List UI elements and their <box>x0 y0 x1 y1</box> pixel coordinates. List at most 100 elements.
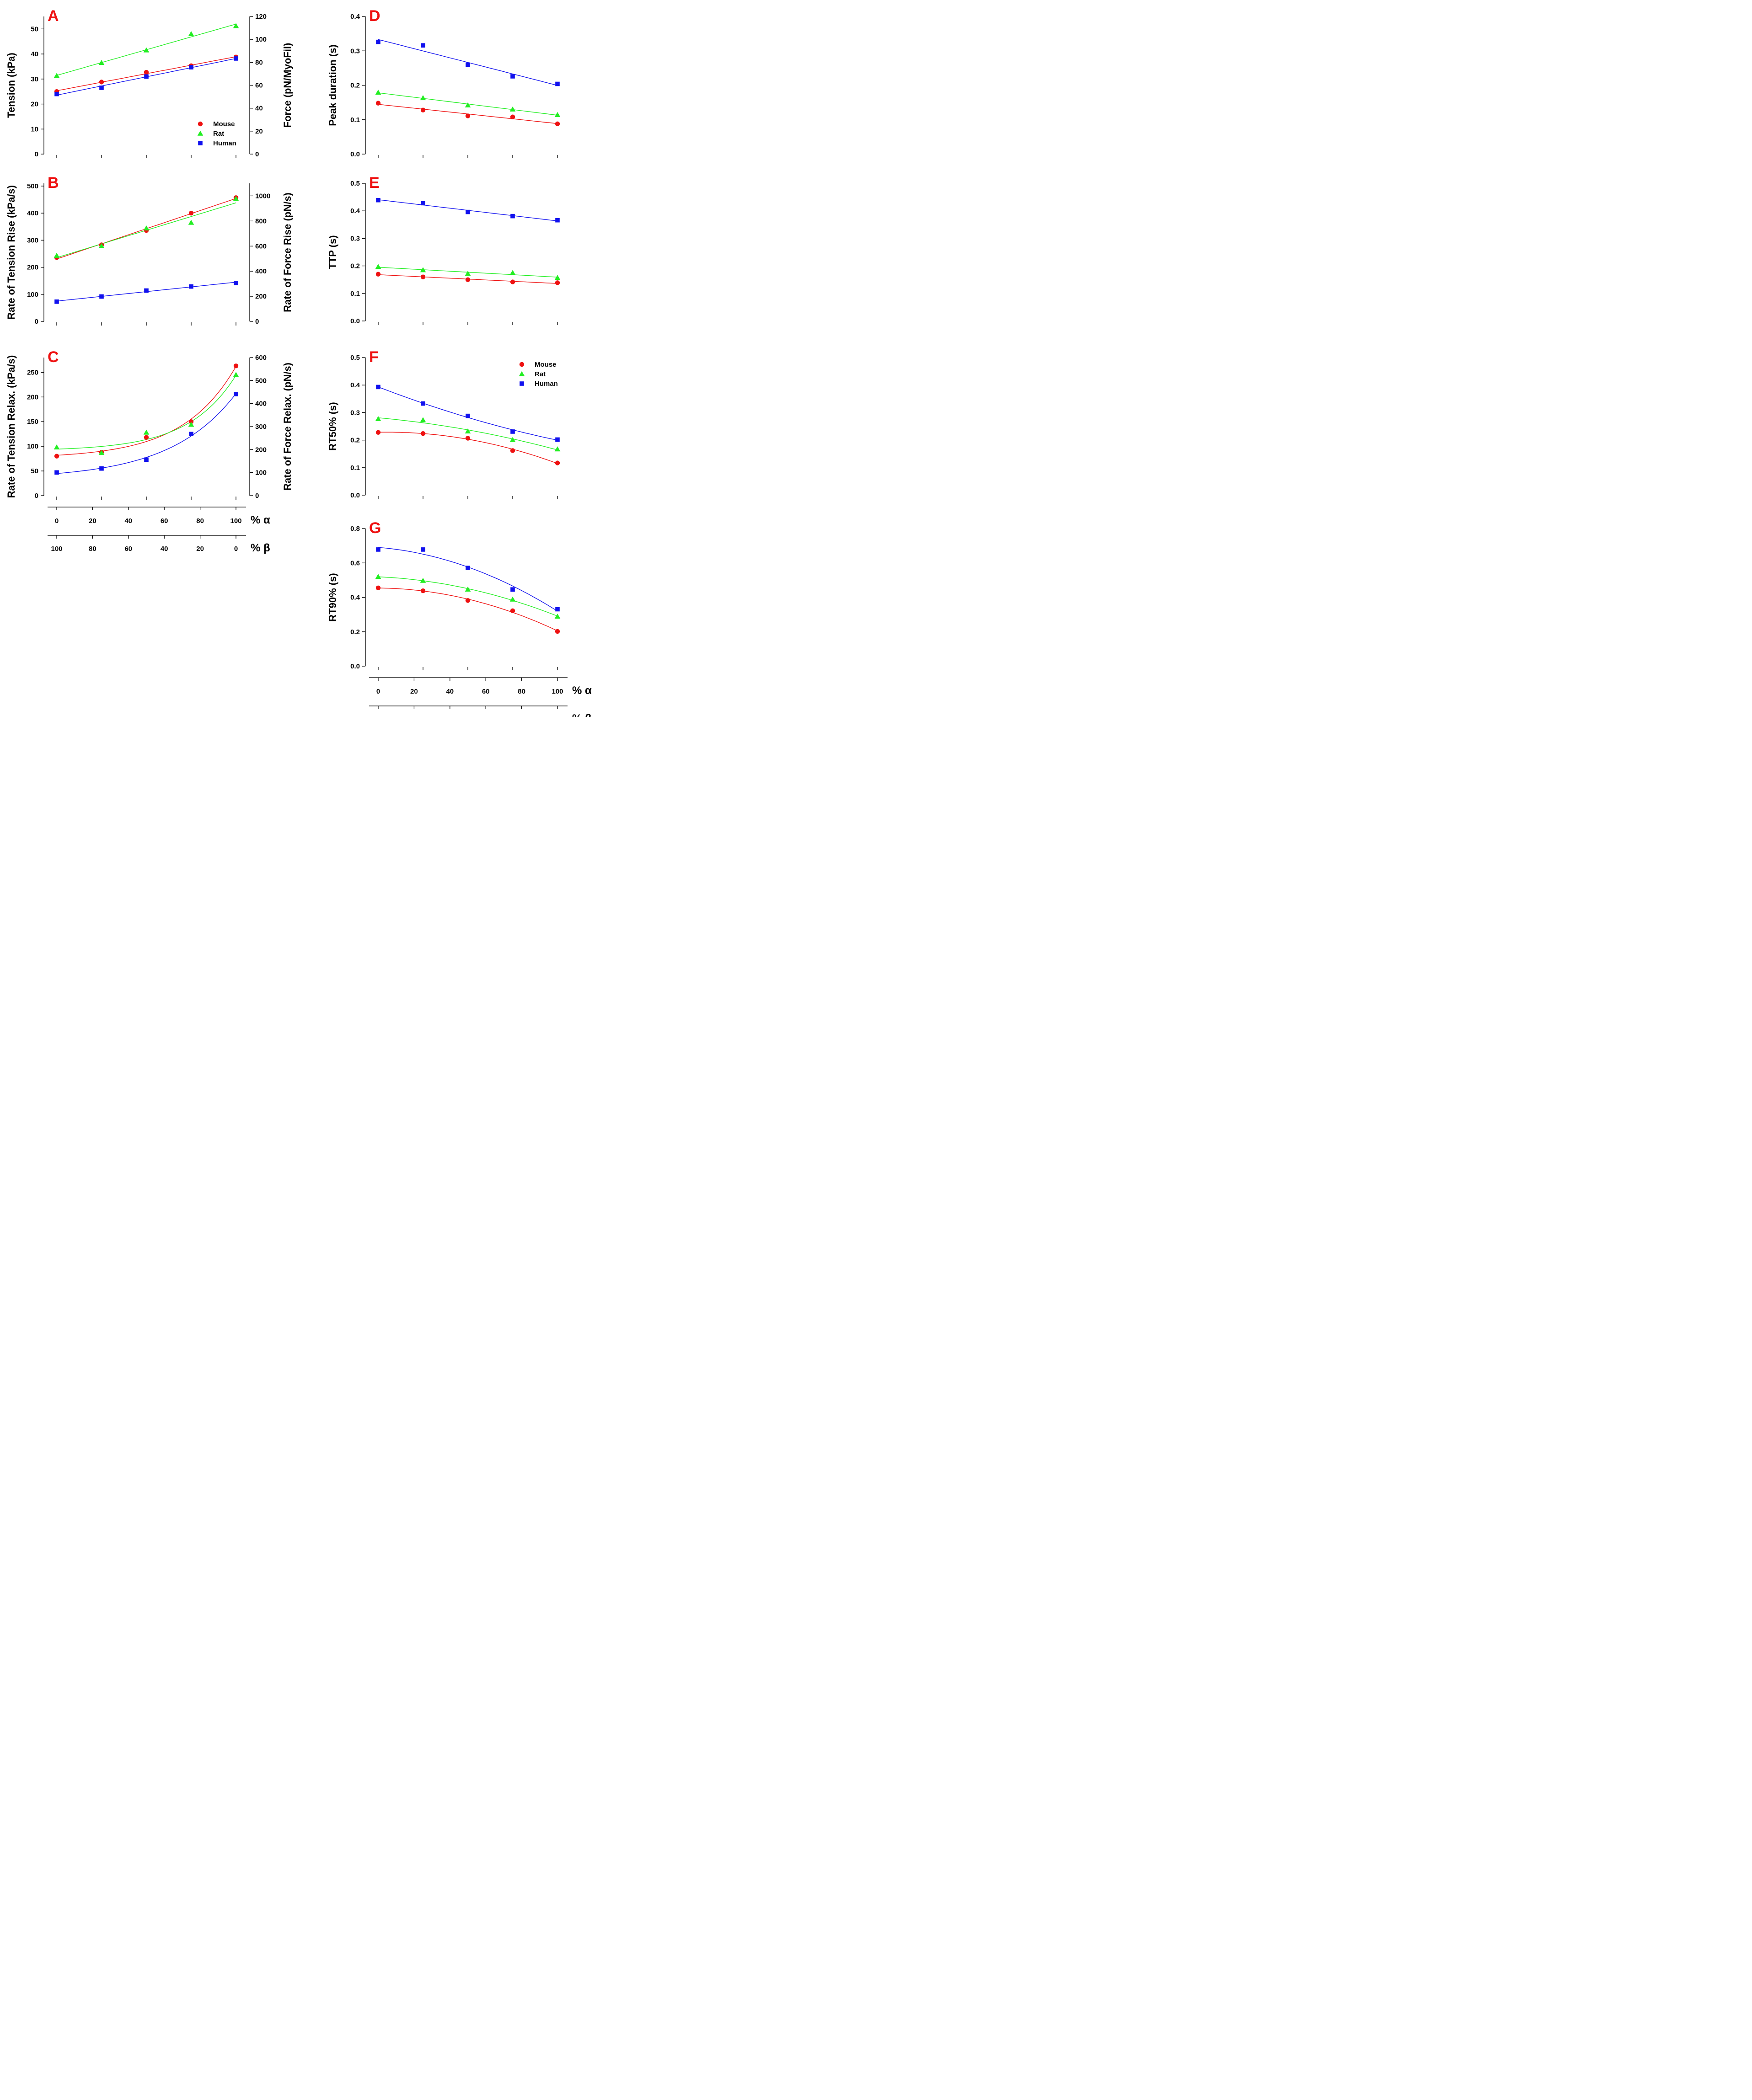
y-tick-label: 0.2 <box>350 82 360 90</box>
y-tick-label: 300 <box>27 236 38 244</box>
panel-label: E <box>369 174 380 192</box>
alpha-tick-label: 80 <box>518 688 525 695</box>
point-human <box>510 587 515 592</box>
y-tick-label-right: 400 <box>255 267 267 275</box>
alpha-tick-label: 80 <box>196 517 204 525</box>
point-rat <box>188 31 194 37</box>
legend-marker-mouse <box>198 121 203 127</box>
point-human <box>466 566 470 570</box>
fit-line-mouse <box>56 366 236 456</box>
y-tick-label: 0.3 <box>350 409 360 417</box>
panel-label: D <box>369 7 380 25</box>
beta-tick-label: 20 <box>518 716 525 717</box>
fit-line-human <box>378 39 558 86</box>
y-tick-label: 0.2 <box>350 628 360 636</box>
y-tick-label: 0 <box>35 150 38 158</box>
y-tick-label: 50 <box>31 467 38 475</box>
legend-marker-human <box>198 141 203 145</box>
y-tick-label: 0.0 <box>350 317 360 325</box>
y-tick-label: 100 <box>27 291 38 299</box>
y-tick-label: 0.3 <box>350 235 360 242</box>
point-human <box>189 284 193 289</box>
point-mouse <box>465 113 471 118</box>
point-rat <box>233 372 239 377</box>
point-human <box>144 288 149 293</box>
point-mouse <box>465 436 471 441</box>
y-tick-label: 20 <box>31 101 38 108</box>
y-tick-label: 0.3 <box>350 47 360 55</box>
alpha-tick-label: 60 <box>161 517 168 525</box>
point-mouse <box>233 363 239 369</box>
y-axis-label: TTP (s) <box>327 235 338 269</box>
y-tick-label: 0.0 <box>350 663 360 670</box>
point-mouse <box>420 107 426 112</box>
y-tick-label: 30 <box>31 75 38 83</box>
panel-label: G <box>369 519 381 537</box>
alpha-tick-label: 40 <box>124 517 132 525</box>
point-mouse <box>555 460 560 465</box>
point-human <box>54 91 59 96</box>
beta-tick-label: 40 <box>482 716 490 717</box>
fit-line-human <box>56 393 236 474</box>
point-rat <box>188 422 194 427</box>
point-human <box>144 457 149 462</box>
y-tick-label: 250 <box>27 369 38 376</box>
point-human <box>555 218 560 223</box>
point-rat <box>509 270 516 275</box>
point-rat <box>420 417 426 422</box>
legend-marker-human <box>520 381 524 386</box>
point-human <box>421 201 425 206</box>
point-human <box>421 547 425 552</box>
x-axes: 0 20 40 60 80 100 100 80 60 40 20 0 % α % β <box>48 507 270 554</box>
point-mouse <box>188 210 194 216</box>
y-tick-label: 0.5 <box>350 180 360 187</box>
legend-label-human: Human <box>213 139 236 147</box>
beta-tick-label: 100 <box>51 545 62 553</box>
point-rat <box>98 243 105 248</box>
x-axes: 0 20 40 60 80 100 100 80 60 40 20 0 % α % β <box>369 677 592 717</box>
beta-tick-label: 80 <box>410 716 418 717</box>
point-rat <box>54 252 60 258</box>
point-human <box>510 74 515 79</box>
point-rat <box>188 219 194 225</box>
y-tick-label: 0.1 <box>350 116 360 124</box>
point-rat <box>420 577 426 583</box>
panel-label: F <box>369 348 379 366</box>
y-tick-label-right: 1000 <box>255 192 270 200</box>
y-tick-label: 0.6 <box>350 559 360 567</box>
y-axis-label: Rate of Tension Rise (kPa/s) <box>5 185 17 320</box>
panel-label: A <box>48 7 59 25</box>
alpha-tick-label: 100 <box>552 688 563 695</box>
point-human <box>376 39 380 44</box>
y-tick-label-right: 200 <box>255 293 267 300</box>
point-rat <box>554 613 561 619</box>
legend-marker-rat <box>519 371 525 376</box>
beta-tick-label: 60 <box>446 716 454 717</box>
y-tick-label: 400 <box>27 209 38 217</box>
y-tick-label: 200 <box>27 393 38 401</box>
alpha-tick-label: 0 <box>376 688 380 695</box>
y-tick-label-right: 600 <box>255 242 267 250</box>
y-axis-label: Tension (kPa) <box>5 53 17 118</box>
y-tick-label: 100 <box>27 443 38 450</box>
panel-a: 0 10 20 30 40 50 0 20 40 60 80 100 120 Force (pN/MyoF… <box>5 7 293 158</box>
y-axis-label-right: Rate of Force Relax. (pN/s) <box>282 363 293 491</box>
point-mouse <box>375 272 381 277</box>
point-mouse <box>510 608 515 614</box>
beta-axis-label: % β <box>251 542 270 554</box>
point-rat <box>98 449 105 455</box>
point-mouse <box>99 80 104 85</box>
point-human <box>466 413 470 418</box>
point-rat <box>509 596 516 602</box>
y-tick-label: 10 <box>31 125 38 133</box>
panel-label: C <box>48 348 59 366</box>
y-tick-label-right: 60 <box>255 82 263 90</box>
y-tick-label: 150 <box>27 418 38 426</box>
point-rat <box>465 586 471 592</box>
y-tick-label: 0.2 <box>350 262 360 270</box>
point-human <box>421 43 425 48</box>
legend-label-mouse: Mouse <box>535 361 557 369</box>
y-axis-label: RT90% (s) <box>327 573 338 621</box>
point-mouse <box>54 454 59 459</box>
point-human <box>54 470 59 475</box>
